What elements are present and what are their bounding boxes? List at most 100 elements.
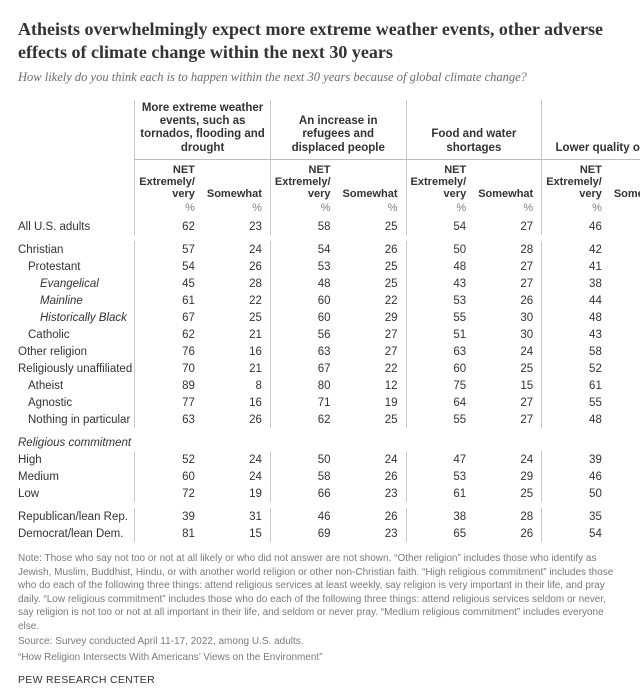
table-row: All U.S. adults6223582554274631 xyxy=(18,218,640,235)
cell-value: 60 xyxy=(270,309,338,326)
table-row: Democrat/lean Dem.8115692365265431 xyxy=(18,525,640,542)
cell-value: 55 xyxy=(406,309,474,326)
row-label: Protestant xyxy=(18,258,135,275)
group-header-row: More extreme weather events, such as tor… xyxy=(18,100,640,159)
cell-value: 51 xyxy=(406,326,474,343)
cell-value: 16 xyxy=(203,394,271,411)
group-header-0: More extreme weather events, such as tor… xyxy=(135,100,271,159)
pct-label: % xyxy=(474,202,542,218)
source-line-2: “How Religion Intersects With Americans’… xyxy=(18,651,622,665)
sub-header-net: NET Extremely/ very xyxy=(406,159,474,202)
cell-value: 38 xyxy=(406,508,474,525)
row-label: Democrat/lean Dem. xyxy=(18,525,135,542)
cell-value: 23 xyxy=(203,218,271,235)
cell-value: 72 xyxy=(135,485,203,502)
table-row: Mainline6122602253264432 xyxy=(18,292,640,309)
cell-value: 46 xyxy=(270,508,338,525)
cell-value: 26 xyxy=(203,411,271,428)
cell-value: 30 xyxy=(610,360,640,377)
cell-value: 65 xyxy=(406,525,474,542)
pct-label: % xyxy=(406,202,474,218)
row-label: Historically Black xyxy=(18,309,135,326)
cell-value: 75 xyxy=(406,377,474,394)
sub-header-some: Somewhat xyxy=(203,159,271,202)
row-label: All U.S. adults xyxy=(18,218,135,235)
row-label: Atheist xyxy=(18,377,135,394)
cell-value: 60 xyxy=(406,360,474,377)
cell-value: 61 xyxy=(406,485,474,502)
table-body: All U.S. adults6223582554274631 Christian… xyxy=(18,218,640,542)
cell-value: 54 xyxy=(135,258,203,275)
cell-value: 39 xyxy=(135,508,203,525)
sub-header-some: Somewhat xyxy=(610,159,640,202)
pct-label: % xyxy=(542,202,610,218)
cell-value: 25 xyxy=(474,485,542,502)
source-line-1: Source: Survey conducted April 11-17, 20… xyxy=(18,635,622,649)
sub-header-row: NET Extremely/ very Somewhat NET Extreme… xyxy=(18,159,640,202)
row-label: High xyxy=(18,451,135,468)
cell-value: 34 xyxy=(610,326,640,343)
cell-value: 35 xyxy=(542,508,610,525)
table-row: Agnostic7716711964275529 xyxy=(18,394,640,411)
cell-value: 22 xyxy=(339,360,407,377)
cell-value: 24 xyxy=(203,241,271,258)
table-row: Catholic6221562751304334 xyxy=(18,326,640,343)
row-label: Agnostic xyxy=(18,394,135,411)
cell-value: 63 xyxy=(270,343,338,360)
cell-value: 66 xyxy=(270,485,338,502)
cell-value: 58 xyxy=(270,218,338,235)
cell-value: 19 xyxy=(339,394,407,411)
cell-value: 55 xyxy=(542,394,610,411)
cell-value: 26 xyxy=(474,525,542,542)
cell-value: 25 xyxy=(203,309,271,326)
cell-value: 53 xyxy=(270,258,338,275)
cell-value: 31 xyxy=(203,508,271,525)
cell-value: 24 xyxy=(203,451,271,468)
cell-value: 50 xyxy=(542,485,610,502)
chart-subtitle: How likely do you think each is to happe… xyxy=(18,69,622,86)
table-row: Religious commitment xyxy=(18,434,640,451)
cell-value: 25 xyxy=(474,360,542,377)
cell-value: 29 xyxy=(474,468,542,485)
cell-value: 26 xyxy=(339,508,407,525)
cell-value: 30 xyxy=(474,309,542,326)
sub-header-some: Somewhat xyxy=(339,159,407,202)
cell-value: 21 xyxy=(203,360,271,377)
row-label: Nothing in particular xyxy=(18,411,135,428)
cell-value: 30 xyxy=(610,451,640,468)
cell-value: 29 xyxy=(610,275,640,292)
table-row: Protestant5426532548274131 xyxy=(18,258,640,275)
table-row: Christian5724542650284232 xyxy=(18,241,640,258)
cell-value: 45 xyxy=(135,275,203,292)
cell-value: 58 xyxy=(542,343,610,360)
cell-value: 34 xyxy=(610,309,640,326)
table-row: High5224502447243930 xyxy=(18,451,640,468)
cell-value: 54 xyxy=(542,525,610,542)
cell-value: 44 xyxy=(542,292,610,309)
pct-row: % % % % % % % % xyxy=(18,202,640,218)
cell-value: 31 xyxy=(610,258,640,275)
sub-header-net: NET Extremely/ very xyxy=(270,159,338,202)
table-row: Religiously unaffiliated7021672260255230 xyxy=(18,360,640,377)
cell-value: 31 xyxy=(610,485,640,502)
cell-value: 77 xyxy=(135,394,203,411)
cell-value: 89 xyxy=(135,377,203,394)
cell-value: 15 xyxy=(203,525,271,542)
table-row: Nothing in particular6326622555274832 xyxy=(18,411,640,428)
cell-value: 8 xyxy=(203,377,271,394)
row-label: Mainline xyxy=(18,292,135,309)
cell-value: 62 xyxy=(135,218,203,235)
cell-value: 32 xyxy=(610,241,640,258)
cell-value: 38 xyxy=(542,275,610,292)
cell-value: 64 xyxy=(406,394,474,411)
cell-value: 42 xyxy=(542,241,610,258)
cell-value: 61 xyxy=(135,292,203,309)
cell-value: 47 xyxy=(406,451,474,468)
row-label: Catholic xyxy=(18,326,135,343)
sub-header-net: NET Extremely/ very xyxy=(135,159,203,202)
row-label: Other religion xyxy=(18,343,135,360)
cell-value: 50 xyxy=(270,451,338,468)
cell-value: 48 xyxy=(542,411,610,428)
cell-value: 54 xyxy=(270,241,338,258)
table-row: Other religion7616632763245825 xyxy=(18,343,640,360)
